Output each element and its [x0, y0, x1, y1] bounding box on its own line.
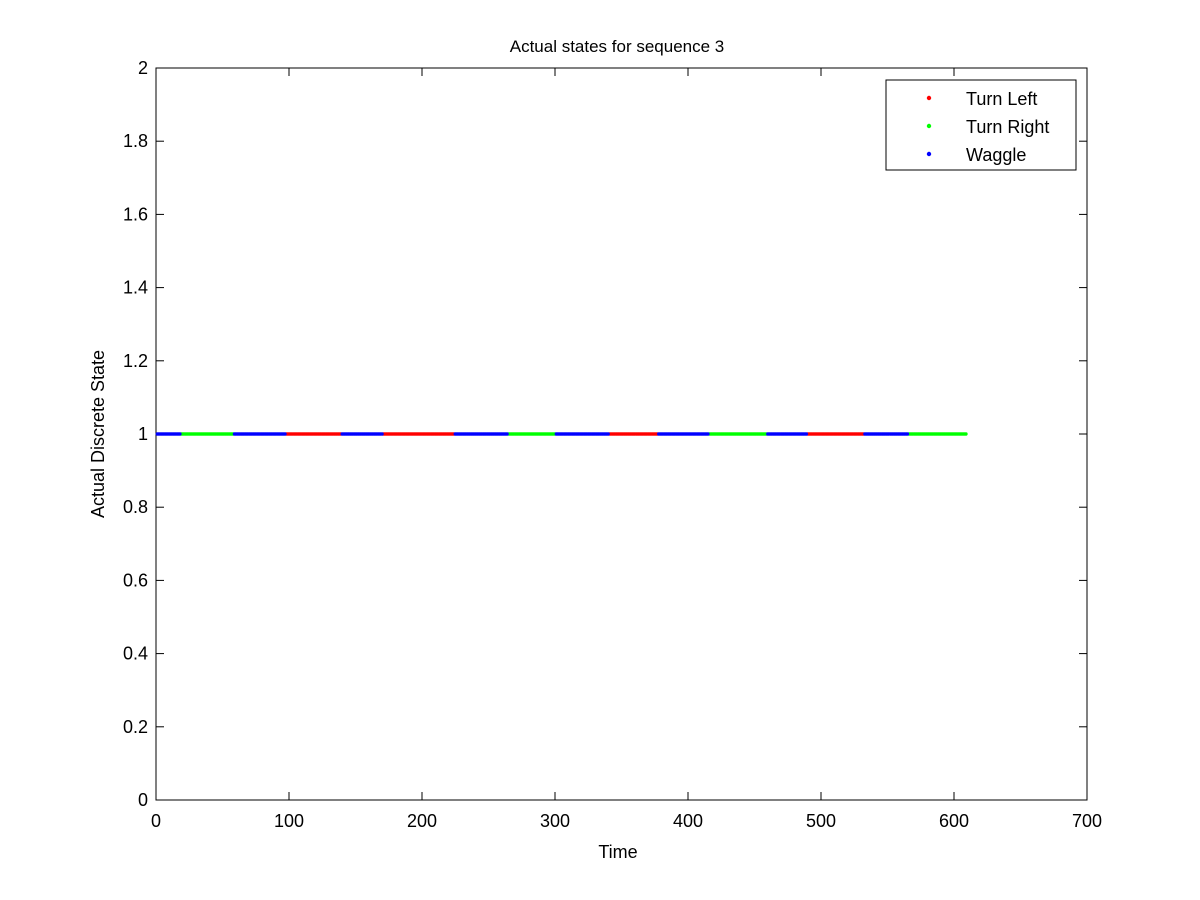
x-tick-label: 0 [151, 811, 161, 831]
y-tick-label: 2 [138, 58, 148, 78]
legend-marker [926, 123, 932, 129]
y-tick-label: 0.4 [123, 644, 148, 664]
data-point [964, 432, 968, 436]
legend-box [885, 79, 1077, 171]
x-tick-label: 400 [673, 811, 703, 831]
legend-entry-label: Waggle [966, 145, 1026, 165]
legend: Turn Left Turn Right Waggle [885, 79, 1077, 171]
y-tick-label: 1 [138, 424, 148, 444]
legend-marker [926, 151, 932, 157]
data-point [178, 432, 182, 436]
data-points [155, 432, 968, 436]
chart-title: Actual states for sequence 3 [510, 37, 725, 56]
y-tick-label: 1.4 [123, 278, 148, 298]
data-point [606, 432, 610, 436]
x-axis-label: Time [598, 842, 637, 862]
data-point [804, 432, 809, 436]
data-point [505, 432, 509, 436]
y-tick-label: 0.2 [123, 717, 148, 737]
legend-entry-label: Turn Right [966, 117, 1049, 137]
legend-marker [926, 95, 932, 101]
x-tick-label: 500 [806, 811, 836, 831]
y-axis-ticks: 0 0.2 0.4 0.6 0.8 1 1.2 1.4 1.6 1.8 2 [123, 58, 1087, 810]
x-axis-ticks: 0 100 200 300 400 500 600 700 [151, 68, 1102, 831]
y-tick-label: 1.6 [123, 204, 148, 224]
data-point [283, 432, 287, 436]
data-point [380, 432, 384, 436]
x-tick-label: 600 [939, 811, 969, 831]
y-tick-label: 1.2 [123, 351, 148, 371]
y-tick-label: 0 [138, 790, 148, 810]
data-point [706, 432, 710, 436]
series-waggle [155, 432, 910, 436]
y-tick-label: 0.6 [123, 570, 148, 590]
legend-entry-label: Turn Left [966, 89, 1037, 109]
x-tick-label: 300 [540, 811, 570, 831]
y-tick-label: 0.8 [123, 497, 148, 517]
data-point [905, 432, 910, 436]
x-tick-label: 700 [1072, 811, 1102, 831]
series-turn-right [179, 432, 968, 436]
x-tick-label: 200 [407, 811, 437, 831]
x-tick-label: 100 [274, 811, 304, 831]
y-tick-label: 1.8 [123, 131, 148, 151]
y-axis-label: Actual Discrete State [88, 350, 108, 518]
